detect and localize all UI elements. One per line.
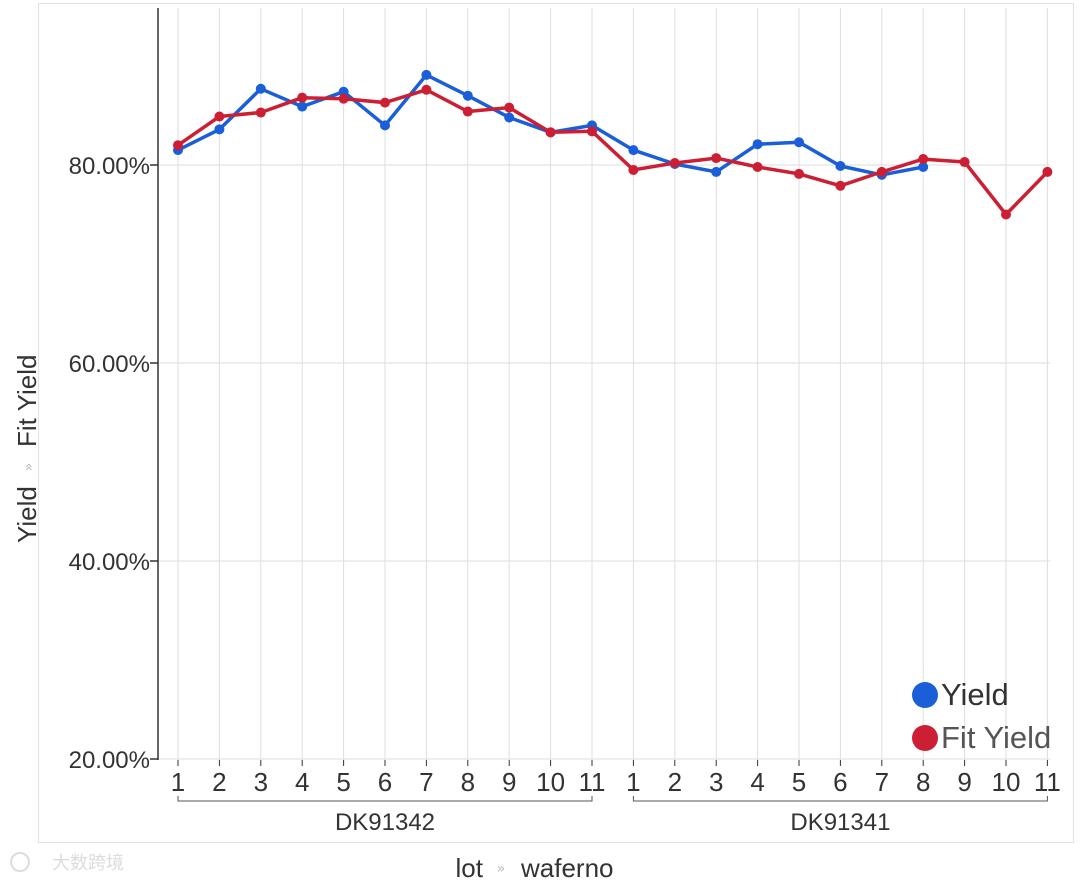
fit-yield-point xyxy=(628,164,639,175)
x-tick-label: 9 xyxy=(502,767,516,797)
yield-point xyxy=(628,145,639,156)
fit-yield-line xyxy=(176,88,1050,217)
fit-yield-point xyxy=(504,102,515,113)
legend-label-yield: Yield xyxy=(941,677,1009,712)
legend-marker-yield xyxy=(912,682,938,708)
y-axis-title-separator: » xyxy=(21,463,37,472)
yield-point xyxy=(918,161,929,172)
yield-point xyxy=(711,166,722,177)
yield-point xyxy=(794,137,804,148)
series-layer xyxy=(173,69,1053,220)
fit-yield-point xyxy=(297,92,308,103)
x-tick-label: 2 xyxy=(212,767,226,797)
fit-yield-point xyxy=(214,111,225,122)
x-axis-title-part-1: lot xyxy=(456,853,484,882)
legend-label-fit-yield: Fit Yield xyxy=(941,720,1051,755)
y-tick-label: 60.00% xyxy=(69,351,150,378)
y-axis-title-part-1: Yield xyxy=(12,486,42,543)
fit-yield-point xyxy=(959,157,970,168)
legend: Yield Fit Yield xyxy=(912,677,1051,755)
x-axis-title-separator: » xyxy=(497,861,506,877)
lot-bracket xyxy=(632,796,1048,802)
fit-yield-point xyxy=(545,127,556,138)
watermark: 大数跨境 xyxy=(10,852,124,874)
fit-yield-point xyxy=(587,126,597,137)
x-tick-label: 5 xyxy=(336,767,350,797)
fit-yield-point xyxy=(752,161,763,172)
yield-point xyxy=(504,112,515,123)
yield-point xyxy=(835,160,846,171)
lot-label: DK91342 xyxy=(335,809,435,836)
x-tick-label: 8 xyxy=(461,767,475,797)
yield-point xyxy=(752,139,763,150)
fit-yield-point xyxy=(794,168,804,179)
fit-yield-point xyxy=(173,140,183,151)
watermark-logo-icon xyxy=(10,852,30,872)
yield-point xyxy=(338,86,349,97)
x-tick-label: 3 xyxy=(254,767,268,797)
x-tick-label: 9 xyxy=(957,767,971,797)
x-tick-label: 4 xyxy=(750,767,764,797)
fit-yield-point xyxy=(669,158,680,169)
fit-yield-point xyxy=(1001,209,1011,220)
grid-lines xyxy=(158,8,1050,760)
x-tick-labels: 1 2 3 4 5 6 7 8 9 10 11 1 2 3 4 5 6 7 8 9 10 11 xyxy=(171,760,1061,797)
legend-marker-fit-yield xyxy=(912,725,938,751)
x-tick-label: 8 xyxy=(916,767,930,797)
yield-point xyxy=(297,101,308,112)
x-tick-label: 1 xyxy=(626,767,640,797)
fit-yield-point xyxy=(380,97,390,108)
y-axis-title: Yield » Fit Yield xyxy=(12,355,42,544)
yield-point xyxy=(214,124,225,135)
y-tick-label: 40.00% xyxy=(69,549,150,576)
lot-bracket xyxy=(177,796,593,802)
x-tick-label: 7 xyxy=(875,767,889,797)
fit-yield-point xyxy=(255,107,266,118)
x-axis-title-part-2: waferno xyxy=(520,853,614,882)
x-tick-label: 6 xyxy=(833,767,847,797)
x-tick-label: 7 xyxy=(419,767,433,797)
x-axis-title: lot » waferno xyxy=(456,853,614,882)
x-group-labels: DK91342 DK91341 xyxy=(177,796,1048,836)
yield-point xyxy=(462,90,473,101)
fit-yield-point xyxy=(835,180,846,191)
fit-yield-point xyxy=(876,166,887,177)
fit-yield-point xyxy=(338,93,349,104)
fit-yield-point xyxy=(421,84,432,95)
x-tick-label: 4 xyxy=(295,767,309,797)
x-tick-label: 5 xyxy=(792,767,806,797)
x-tick-label: 11 xyxy=(1034,767,1061,797)
x-tick-label: 1 xyxy=(171,767,185,797)
x-tick-label: 10 xyxy=(536,767,565,797)
lot-label: DK91341 xyxy=(790,809,890,836)
yield-point xyxy=(255,83,266,94)
y-tick-label: 20.00% xyxy=(69,747,150,774)
fit-yield-point xyxy=(462,106,473,117)
y-tick-labels: 20.00% 40.00% 60.00% 80.00% xyxy=(69,153,158,774)
x-tick-label: 11 xyxy=(579,767,606,797)
yield-point xyxy=(380,120,390,131)
fit-yield-point xyxy=(1042,166,1053,177)
watermark-text: 大数跨境 xyxy=(52,853,124,874)
x-tick-label: 6 xyxy=(378,767,392,797)
y-axis-title-part-2: Fit Yield xyxy=(12,355,42,448)
x-tick-label: 10 xyxy=(992,767,1021,797)
yield-point xyxy=(421,69,432,80)
y-tick-label: 80.00% xyxy=(69,153,150,180)
fit-yield-point xyxy=(918,154,929,165)
fit-yield-point xyxy=(711,153,722,164)
x-tick-label: 2 xyxy=(668,767,682,797)
x-tick-label: 3 xyxy=(709,767,723,797)
chart-frame xyxy=(38,3,1074,843)
